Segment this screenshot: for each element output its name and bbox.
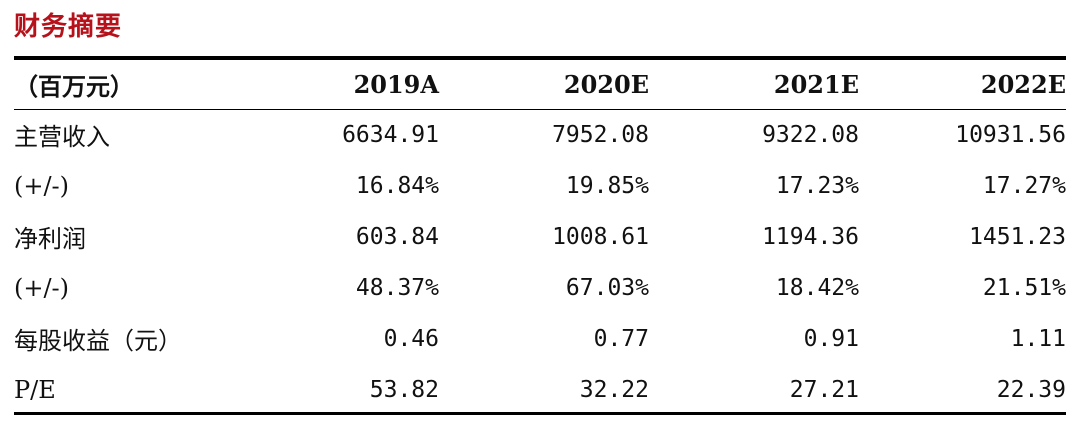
table-cell: 48.37% — [355, 274, 439, 301]
year-header: 2021E — [773, 70, 859, 99]
table-cell: 0.91 — [803, 325, 859, 352]
table-cell: 0.46 — [383, 325, 439, 352]
year-header: 2022E — [980, 70, 1066, 99]
table-cell: 53.82 — [369, 376, 439, 403]
table-cell: 603.84 — [355, 223, 439, 250]
row-label: (+/-) — [14, 273, 70, 302]
table-cell: 18.42% — [775, 274, 859, 301]
table-cell: 17.27% — [982, 172, 1066, 199]
table-cell: 7952.08 — [552, 121, 649, 148]
table-cell: 27.21 — [789, 376, 859, 403]
table-cell: 9322.08 — [762, 121, 859, 148]
table-cell: 1451.23 — [969, 223, 1066, 250]
table-cell: 1008.61 — [552, 223, 649, 250]
row-label: 主营收入 — [14, 123, 110, 151]
table-top-rule — [14, 56, 1066, 60]
year-header: 2020E — [563, 70, 649, 99]
table-cell: 22.39 — [996, 376, 1066, 403]
table-cell: 6634.91 — [342, 121, 439, 148]
table-bottom-rule — [14, 412, 1066, 415]
table-cell: 19.85% — [565, 172, 649, 199]
row-label: P/E — [14, 375, 56, 404]
table-row: (+/-) 16.84% 19.85% 17.23% 17.27% — [14, 160, 1066, 211]
table-header-row: （百万元） 2019A 2020E 2021E 2022E — [14, 60, 1066, 109]
row-label: (+/-) — [14, 171, 70, 200]
row-label: 净利润 — [14, 225, 86, 253]
page-title: 财务摘要 — [14, 12, 123, 42]
header-divider-rule — [14, 109, 1066, 110]
row-label: 每股收益（元） — [14, 327, 182, 355]
table-row: (+/-) 48.37% 67.03% 18.42% 21.51% — [14, 262, 1066, 313]
table-row: P/E 53.82 32.22 27.21 22.39 — [14, 364, 1066, 415]
table-row: 净利润 603.84 1008.61 1194.36 1451.23 — [14, 211, 1066, 262]
financial-summary-table: （百万元） 2019A 2020E 2021E 2022E 主营收入 6634.… — [14, 60, 1066, 415]
table-cell: 17.23% — [775, 172, 859, 199]
year-header: 2019A — [353, 70, 439, 99]
table-row: 每股收益（元） 0.46 0.77 0.91 1.11 — [14, 313, 1066, 364]
table-cell: 0.77 — [593, 325, 649, 352]
table-cell: 21.51% — [982, 274, 1066, 301]
table-row: 主营收入 6634.91 7952.08 9322.08 10931.56 — [14, 109, 1066, 160]
table-cell: 32.22 — [579, 376, 649, 403]
table-cell: 10931.56 — [955, 121, 1066, 148]
unit-header: （百万元） — [14, 72, 134, 101]
table-cell: 1.11 — [1010, 325, 1066, 352]
table-cell: 16.84% — [355, 172, 439, 199]
table-cell: 1194.36 — [762, 223, 859, 250]
table-cell: 67.03% — [565, 274, 649, 301]
